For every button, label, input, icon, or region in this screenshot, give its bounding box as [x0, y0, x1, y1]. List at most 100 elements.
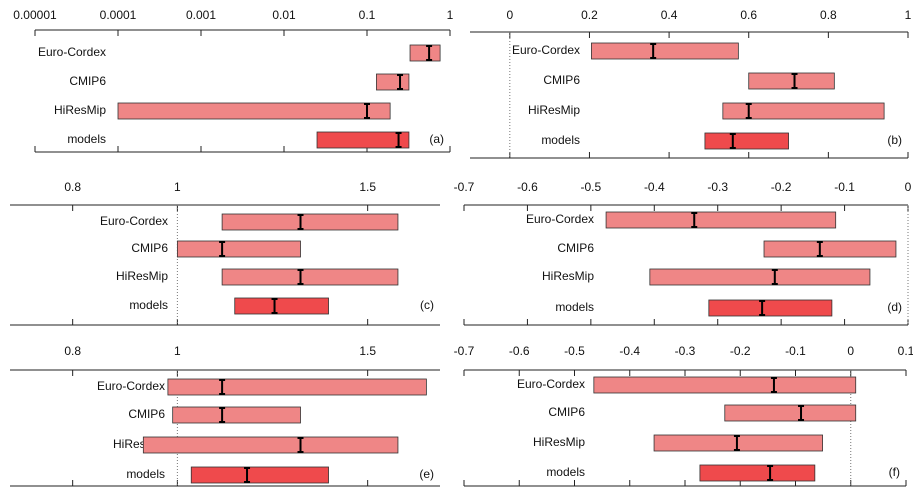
median-marker: [650, 43, 657, 59]
x-tick-label: 0.6: [740, 8, 757, 22]
x-tick-label: 0.1: [359, 8, 376, 22]
median-marker: [297, 214, 304, 230]
median-marker: [364, 103, 370, 119]
category-label: Euro-Cordex: [512, 43, 580, 57]
x-tick-label: 1: [905, 8, 912, 22]
category-label: Euro-Cordex: [97, 379, 165, 393]
median-marker: [426, 45, 433, 61]
median-marker: [733, 435, 740, 451]
range-bar: [704, 132, 789, 150]
category-label: CMIP6: [131, 241, 168, 255]
category-label: CMIP6: [557, 241, 594, 255]
x-tick-label: -0.1: [834, 180, 855, 194]
median-marker: [219, 407, 226, 423]
x-tick-label: -0.1: [785, 344, 806, 358]
x-tick-label: 0.001: [186, 8, 216, 22]
median-marker: [745, 103, 752, 119]
panel-label: (d): [887, 300, 902, 314]
x-tick-label: 1.5: [359, 344, 376, 358]
median-marker: [297, 269, 304, 285]
range-bar: [221, 268, 399, 286]
category-label: models: [129, 298, 168, 312]
median-marker: [770, 377, 777, 393]
x-tick-label: 0: [847, 344, 854, 358]
median-marker: [297, 437, 304, 453]
range-bar: [748, 72, 835, 90]
x-tick-label: -0.4: [644, 180, 665, 194]
range-bar: [172, 406, 301, 424]
range-bar: [653, 434, 823, 452]
x-tick-label: 0.4: [661, 8, 678, 22]
category-label: HiResMip: [54, 103, 106, 117]
range-bar: [724, 404, 857, 422]
category-label: HiResMip: [116, 269, 168, 283]
range-bar: [649, 268, 871, 286]
x-tick-label: -0.4: [619, 344, 640, 358]
x-tick-label: 1: [174, 344, 181, 358]
median-marker: [759, 300, 766, 316]
median-marker: [767, 465, 774, 481]
x-tick-label: -0.7: [454, 344, 475, 358]
x-tick-label: 0.8: [64, 344, 81, 358]
x-tick-label: 0.8: [64, 180, 81, 194]
x-tick-label: -0.7: [454, 180, 475, 194]
range-bar: [316, 131, 410, 149]
x-tick-label: 0: [905, 180, 912, 194]
range-bar: [763, 240, 897, 258]
category-label: models: [67, 132, 106, 146]
x-tick-label: -0.3: [707, 180, 728, 194]
x-tick-label: 1: [174, 180, 181, 194]
category-label: HiResMip: [528, 103, 580, 117]
category-label: HiResMip: [542, 269, 594, 283]
panel-label: (f): [889, 465, 900, 479]
range-bar: [167, 378, 427, 396]
x-tick-label: 0.1: [898, 344, 913, 358]
category-label: Euro-Cordex: [38, 45, 106, 59]
x-tick-label: 1.5: [359, 180, 376, 194]
category-label: models: [126, 467, 165, 481]
category-label: CMIP6: [128, 407, 165, 421]
category-label: models: [541, 133, 580, 147]
range-bar: [722, 102, 885, 120]
x-tick-label: 0.01: [272, 8, 296, 22]
median-marker: [219, 379, 226, 395]
median-marker: [771, 269, 778, 285]
range-bar: [708, 299, 833, 317]
range-bar: [593, 376, 857, 394]
panel-label: (b): [887, 133, 902, 147]
range-bar: [142, 436, 399, 454]
range-bar: [117, 102, 391, 120]
panel-label: (c): [420, 298, 434, 312]
x-tick-label: -0.2: [730, 344, 751, 358]
x-tick-label: -0.6: [509, 344, 530, 358]
x-tick-label: -0.5: [581, 180, 602, 194]
category-label: models: [555, 300, 594, 314]
median-marker: [244, 467, 251, 483]
median-marker: [691, 212, 698, 228]
x-tick-label: 0.00001: [13, 8, 57, 22]
category-label: HiResMip: [533, 435, 585, 449]
x-tick-label: 0: [506, 8, 513, 22]
category-label: Euro-Cordex: [526, 212, 594, 226]
range-bar: [605, 211, 837, 229]
x-tick-label: 0.8: [820, 8, 837, 22]
x-tick-label: -0.2: [771, 180, 792, 194]
x-tick-label: -0.3: [675, 344, 696, 358]
range-bar: [699, 464, 816, 482]
x-tick-label: -0.6: [517, 180, 538, 194]
category-label: CMIP6: [548, 405, 585, 419]
range-bar: [176, 240, 301, 258]
range-bar: [376, 73, 410, 91]
median-marker: [271, 298, 278, 314]
x-tick-label: -0.5: [564, 344, 585, 358]
panel-label: (e): [419, 467, 434, 481]
category-label: models: [546, 465, 585, 479]
category-label: CMIP6: [543, 73, 580, 87]
x-tick-label: 0.2: [581, 8, 598, 22]
median-marker: [219, 241, 226, 257]
range-bar: [190, 466, 329, 484]
category-label: CMIP6: [69, 74, 106, 88]
range-bar: [234, 297, 329, 315]
median-marker: [791, 73, 798, 89]
